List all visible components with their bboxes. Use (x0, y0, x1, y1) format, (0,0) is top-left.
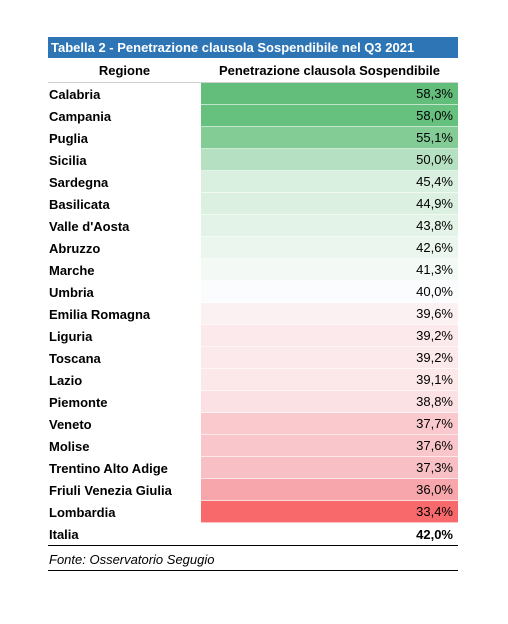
penetration-value: 37,7% (201, 413, 458, 435)
table-row: Valle d'Aosta 43,8% (48, 215, 458, 237)
total-row: Italia 42,0% (48, 523, 458, 546)
penetration-value: 38,8% (201, 391, 458, 413)
table-row: Veneto 37,7% (48, 413, 458, 435)
table-row: Toscana 39,2% (48, 347, 458, 369)
table-row: Liguria 39,2% (48, 325, 458, 347)
header-region: Regione (98, 62, 151, 78)
table-row: Lombardia 33,4% (48, 501, 458, 523)
penetration-value: 39,2% (201, 325, 458, 347)
penetration-value: 45,4% (201, 171, 458, 193)
header-value: Penetrazione clausola Sospendibile (218, 62, 441, 78)
region-name: Emilia Romagna (49, 306, 151, 322)
region-name: Valle d'Aosta (49, 218, 130, 234)
total-value: 42,0% (416, 526, 453, 542)
table-row: Sardegna 45,4% (48, 171, 458, 193)
penetration-value: 42,6% (201, 237, 458, 259)
table-body: Calabria 58,3% Campania 58,0% Puglia 55,1% Sic… (48, 83, 458, 523)
region-name: Puglia (49, 130, 89, 146)
penetration-value: 58,3% (201, 83, 458, 105)
penetration-value: 50,0% (201, 149, 458, 171)
table-row: Emilia Romagna 39,6% (48, 303, 458, 325)
region-name: Veneto (49, 416, 92, 432)
table-row: Umbria 40,0% (48, 281, 458, 303)
table-row: Sicilia 50,0% (48, 149, 458, 171)
region-name: Lazio (49, 372, 83, 388)
table-row: Friuli Venezia Giulia 36,0% (48, 479, 458, 501)
table-header: Regione Penetrazione clausola Sospendibi… (48, 58, 458, 83)
region-name: Abruzzo (49, 240, 101, 256)
region-name: Sicilia (49, 152, 87, 168)
penetration-value: 39,1% (201, 369, 458, 391)
penetration-value: 44,9% (201, 193, 458, 215)
penetration-value: 58,0% (201, 105, 458, 127)
penetration-value: 37,6% (201, 435, 458, 457)
region-name: Basilicata (49, 196, 110, 212)
table-row: Puglia 55,1% (48, 127, 458, 149)
table-row: Basilicata 44,9% (48, 193, 458, 215)
table-row: Piemonte 38,8% (48, 391, 458, 413)
region-name: Piemonte (49, 394, 108, 410)
penetration-value: 39,6% (201, 303, 458, 325)
table-row: Abruzzo 42,6% (48, 237, 458, 259)
table-row: Lazio 39,1% (48, 369, 458, 391)
penetration-value: 40,0% (201, 281, 458, 303)
data-table: Tabella 2 - Penetrazione clausola Sospen… (48, 37, 458, 571)
region-name: Trentino Alto Adige (49, 460, 168, 476)
region-name: Liguria (49, 328, 93, 344)
region-name: Calabria (49, 86, 101, 102)
table-row: Campania 58,0% (48, 105, 458, 127)
region-name: Lombardia (49, 504, 116, 520)
region-name: Campania (49, 108, 112, 124)
total-region: Italia (49, 526, 79, 542)
region-name: Toscana (49, 350, 101, 366)
table-title: Tabella 2 - Penetrazione clausola Sospen… (48, 37, 458, 58)
region-name: Umbria (49, 284, 94, 300)
penetration-value: 36,0% (201, 479, 458, 501)
table-row: Calabria 58,3% (48, 83, 458, 105)
penetration-value: 55,1% (201, 127, 458, 149)
penetration-value: 41,3% (201, 259, 458, 281)
penetration-value: 39,2% (201, 347, 458, 369)
table-row: Molise 37,6% (48, 435, 458, 457)
table-row: Marche 41,3% (48, 259, 458, 281)
region-name: Molise (49, 438, 90, 454)
penetration-value: 37,3% (201, 457, 458, 479)
region-name: Marche (49, 262, 95, 278)
penetration-value: 43,8% (201, 215, 458, 237)
table-row: Trentino Alto Adige 37,3% (48, 457, 458, 479)
region-name: Sardegna (49, 174, 109, 190)
penetration-value: 33,4% (201, 501, 458, 523)
region-name: Friuli Venezia Giulia (49, 482, 172, 498)
source-note: Fonte: Osservatorio Segugio (48, 552, 458, 571)
